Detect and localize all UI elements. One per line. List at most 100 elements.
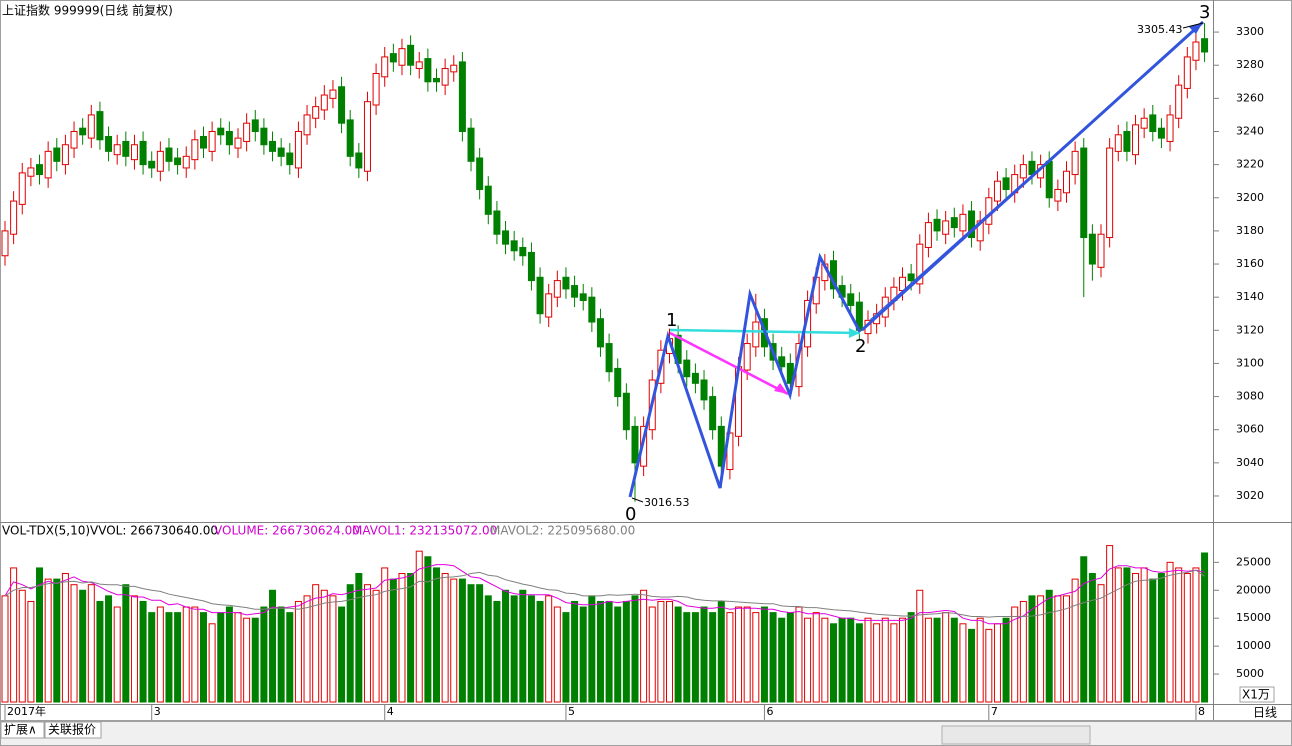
volume-bar bbox=[1149, 578, 1157, 703]
volume-bar bbox=[269, 589, 277, 703]
candle-body bbox=[743, 343, 751, 371]
volume-bar bbox=[36, 567, 44, 703]
volume-bar bbox=[666, 600, 674, 703]
volume-bar bbox=[821, 617, 829, 703]
tab[interactable] bbox=[44, 721, 102, 739]
volume-bar bbox=[303, 595, 311, 703]
candle-body bbox=[424, 58, 432, 83]
volume-bar bbox=[510, 595, 518, 703]
volume-bar bbox=[1002, 617, 1010, 703]
volume-bar bbox=[493, 600, 501, 703]
y-tick-label: 3260 bbox=[1236, 91, 1264, 104]
volume-bar bbox=[519, 589, 527, 703]
candle-body bbox=[182, 155, 190, 169]
candle-body bbox=[942, 220, 950, 235]
volume-bar bbox=[363, 584, 371, 703]
y-tick-label: 3300 bbox=[1236, 25, 1264, 38]
volume-bar bbox=[1123, 567, 1131, 703]
volume-bar bbox=[933, 617, 941, 703]
volume-bar bbox=[1157, 573, 1165, 703]
tab[interactable] bbox=[0, 721, 45, 739]
volume-bar bbox=[1080, 556, 1088, 703]
candle-body bbox=[614, 367, 622, 398]
volume-bar bbox=[579, 606, 587, 703]
volume-bar bbox=[407, 573, 415, 703]
volume-title: VOL-TDX(5,10) bbox=[2, 524, 90, 538]
candle-body bbox=[1149, 114, 1157, 132]
candle-body bbox=[579, 293, 587, 301]
input-toolbar[interactable] bbox=[941, 725, 1091, 745]
volume-bar bbox=[398, 573, 406, 703]
volume-bar bbox=[105, 595, 113, 703]
volume-bar bbox=[881, 617, 889, 703]
ma-line bbox=[4, 569, 1205, 618]
candle-body bbox=[1002, 177, 1010, 190]
volume-bar bbox=[61, 573, 69, 703]
candle-body bbox=[709, 396, 717, 431]
candle-body bbox=[1157, 127, 1165, 139]
volume-bar bbox=[1166, 561, 1174, 703]
arrow-head bbox=[1189, 22, 1203, 34]
candle-body bbox=[683, 359, 691, 378]
volume-bar bbox=[614, 606, 622, 703]
volume-bar bbox=[735, 606, 743, 703]
candle-body bbox=[1071, 150, 1079, 176]
candle-body bbox=[959, 213, 967, 232]
volume-bar bbox=[847, 617, 855, 703]
volume-bar bbox=[10, 567, 18, 703]
high-pointer bbox=[1182, 22, 1204, 29]
volume-bar bbox=[622, 600, 630, 703]
candle-body bbox=[234, 137, 242, 149]
volume-bar bbox=[916, 589, 924, 703]
volume-legend: MAVOL2: 225095680.00 bbox=[490, 524, 635, 538]
candle-body bbox=[1192, 41, 1200, 61]
volume-bar bbox=[648, 606, 656, 703]
candle-body bbox=[467, 127, 475, 162]
volume-bar bbox=[631, 595, 639, 703]
volume-bar bbox=[942, 612, 950, 703]
volume-bar bbox=[476, 584, 484, 703]
ma-line bbox=[4, 564, 1205, 625]
volume-bar bbox=[277, 606, 285, 703]
candle-body bbox=[717, 425, 725, 467]
volume-bar bbox=[700, 606, 708, 703]
candle-body bbox=[130, 144, 138, 161]
y-tick-label: 3060 bbox=[1236, 423, 1264, 436]
volume-bar bbox=[795, 606, 803, 703]
candle-body bbox=[588, 296, 596, 323]
volume-bar bbox=[717, 600, 725, 703]
volume-bar bbox=[968, 628, 976, 703]
candle-body bbox=[243, 122, 251, 142]
wave-drawing bbox=[628, 20, 1205, 498]
volume-bar bbox=[1028, 595, 1036, 703]
volume-bar bbox=[812, 612, 820, 703]
candle-body bbox=[320, 94, 328, 111]
volume-bar bbox=[855, 623, 863, 703]
candle-body bbox=[950, 217, 958, 229]
candle-body bbox=[217, 127, 225, 136]
volume-bar bbox=[467, 584, 475, 703]
volume-bar bbox=[1045, 589, 1053, 703]
volume-bar bbox=[44, 578, 52, 703]
volume-bar bbox=[683, 612, 691, 703]
volume-bar bbox=[1071, 578, 1079, 703]
candle-body bbox=[778, 356, 786, 368]
volume-bar bbox=[1097, 584, 1105, 703]
tab-label[interactable]: 关联报价 bbox=[48, 722, 96, 737]
candle-body bbox=[148, 160, 156, 169]
volume-bar bbox=[70, 584, 78, 703]
tab-label[interactable]: 扩展∧ bbox=[4, 723, 37, 737]
y-tick-label: 3200 bbox=[1236, 191, 1264, 204]
candle-body bbox=[1123, 130, 1131, 152]
y-tick-label: 3160 bbox=[1236, 257, 1264, 270]
y-tick-label: 3280 bbox=[1236, 58, 1264, 71]
volume-bar bbox=[769, 612, 777, 703]
candle-body bbox=[933, 218, 941, 232]
volume-bar bbox=[174, 612, 182, 703]
volume-bar bbox=[225, 606, 233, 703]
candle-body bbox=[847, 293, 855, 306]
candle-body bbox=[338, 86, 346, 124]
y-tick-label: 3240 bbox=[1236, 124, 1264, 137]
drawn-arrow bbox=[869, 21, 1204, 321]
candle-body bbox=[53, 147, 61, 162]
